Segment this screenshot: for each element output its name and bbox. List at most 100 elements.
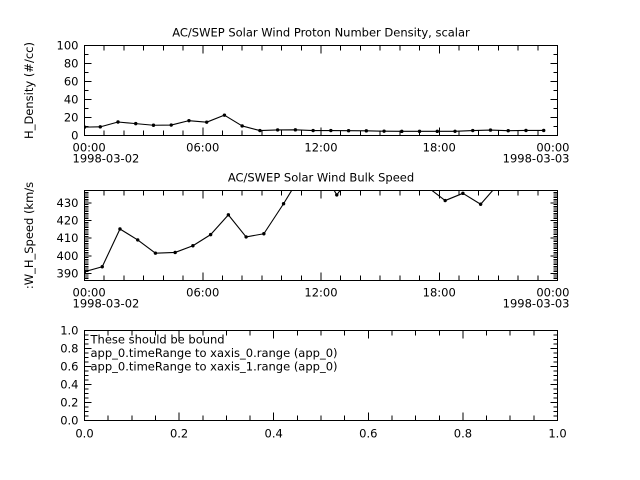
x-axis-date-left: 1998-03-02 — [73, 297, 140, 311]
bulk-speed-panel: AC/SWEP Solar Wind Bulk Speed 390 400 410 42… — [22, 157, 570, 311]
data-point — [461, 191, 465, 196]
data-point — [281, 202, 286, 206]
data-point — [317, 162, 320, 165]
data-point — [371, 157, 374, 160]
data-point — [506, 129, 510, 133]
data-point — [453, 129, 457, 133]
message-line: app_0.timeRange to xaxis_0.range (app_0) — [91, 346, 338, 360]
y-tick-label: 420 — [57, 214, 79, 228]
data-point — [258, 128, 262, 133]
x-axis-date-right: 1998-03-03 — [503, 297, 570, 311]
x-tick-label: 00:00 — [536, 141, 569, 155]
x-axis-date-left: 1998-03-02 — [73, 152, 140, 166]
x-tick-label: 0.2 — [170, 427, 188, 441]
data-point — [542, 128, 546, 133]
data-point — [240, 124, 244, 128]
y-tick-label: 80 — [64, 57, 79, 71]
data-point — [435, 129, 439, 134]
data-point — [478, 202, 483, 206]
message-line: app_0.timeRange to xaxis_1.range (app_0) — [91, 360, 338, 374]
x-tick-label: 00:00 — [73, 141, 106, 155]
plot-frame-0 — [84, 45, 558, 136]
data-series-line — [84, 114, 545, 132]
x-axis-date-right: 1998-03-03 — [503, 152, 570, 166]
data-point — [516, 166, 519, 169]
proton-density-panel: AC/SWEP Solar Wind Proton Number Density… — [22, 26, 570, 166]
data-point — [187, 118, 191, 123]
data-point — [226, 213, 231, 217]
x-tick-label: 18:00 — [423, 286, 456, 300]
message-line: These should be bound — [90, 333, 225, 347]
y-tick-label: 0.0 — [60, 414, 78, 428]
data-point — [275, 128, 280, 132]
y-tick-label: 40 — [64, 93, 79, 107]
data-point — [335, 193, 339, 197]
data-point — [134, 121, 138, 126]
y-tick-label: 0.6 — [60, 360, 78, 374]
data-point — [390, 162, 393, 165]
data-point — [118, 227, 122, 231]
message-panel: 0.0 0.2 0.4 0.6 0.8 1.0 0.0 0.2 0.4 0.6 0.8 1.0 Thes… — [60, 324, 566, 441]
x-tick-label: 00:00 — [73, 286, 106, 300]
x-tick-label: 00:00 — [536, 286, 569, 300]
y-tick-label: 390 — [57, 266, 79, 280]
y-tick-label: 0.4 — [60, 378, 78, 392]
data-point — [244, 235, 248, 239]
y-tick-label: 0.8 — [60, 342, 78, 356]
panel-title-1: AC/SWEP Solar Wind Bulk Speed — [228, 171, 414, 185]
y-tick-label: 100 — [57, 39, 79, 53]
data-point — [346, 129, 351, 133]
data-point — [417, 129, 422, 134]
data-point — [100, 265, 104, 269]
series-group — [84, 157, 519, 274]
data-point — [98, 125, 102, 129]
x-tick-label: 0.8 — [454, 427, 472, 441]
y-tick-label: 60 — [64, 75, 79, 89]
x-tick-label: 12:00 — [304, 286, 337, 300]
data-point — [443, 198, 447, 203]
panel-title-0: AC/SWEP Solar Wind Proton Number Density… — [172, 26, 470, 40]
data-point — [400, 129, 404, 134]
data-point — [311, 128, 315, 133]
data-point — [488, 128, 493, 132]
x-tick-label: 0.4 — [265, 427, 283, 441]
data-point — [191, 244, 195, 248]
data-point — [151, 123, 156, 127]
x-tick-label: 18:00 — [423, 141, 456, 155]
data-point — [364, 129, 369, 133]
series-group — [84, 113, 546, 134]
x-tick-label: 06:00 — [186, 141, 219, 155]
y-tick-label: 1.0 — [60, 324, 78, 338]
data-point — [222, 113, 227, 117]
data-point — [116, 120, 120, 124]
x-tick-label: 0.6 — [359, 427, 377, 441]
y-tick-label: 410 — [57, 231, 79, 245]
data-point — [208, 232, 213, 237]
data-point — [524, 128, 528, 133]
x-tick-label: 12:00 — [304, 141, 337, 155]
data-point — [471, 128, 475, 133]
y-tick-label: 430 — [57, 196, 79, 210]
data-point — [84, 125, 87, 129]
data-point — [169, 123, 173, 127]
data-point — [153, 251, 158, 255]
y-tick-label: 20 — [64, 111, 79, 125]
data-point — [426, 185, 429, 188]
y-tick-label: 0.2 — [60, 396, 78, 410]
y-tick-label: 0 — [71, 129, 78, 143]
data-point — [136, 238, 140, 242]
y-tick-label: 400 — [57, 249, 79, 263]
data-point — [204, 120, 209, 124]
y-axis-label: :W_H_Speed (km/s — [22, 182, 36, 289]
plot-frame-1 — [84, 190, 558, 281]
data-point — [499, 180, 502, 183]
data-point — [329, 128, 333, 133]
data-point — [173, 250, 177, 255]
data-point — [84, 269, 87, 274]
data-point — [293, 128, 298, 132]
x-tick-label: 06:00 — [186, 286, 219, 300]
x-tick-label: 1.0 — [548, 427, 566, 441]
